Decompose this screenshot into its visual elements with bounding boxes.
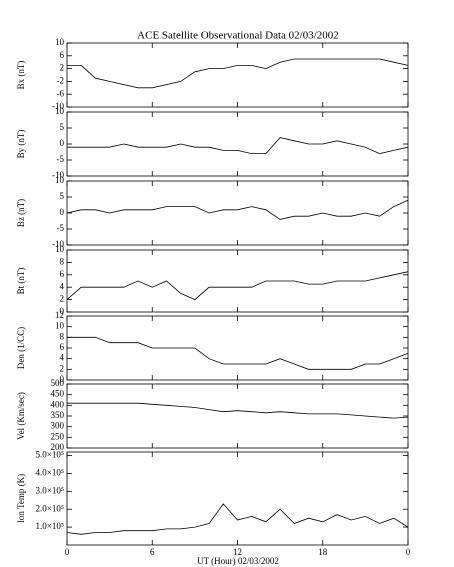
y-tick-label: -10 (52, 101, 64, 111)
y-tick-label: 5 (60, 191, 65, 201)
y-tick-label: 0 (60, 138, 65, 148)
panel-frame (66, 42, 409, 108)
x-tick-label: 0 (65, 547, 70, 557)
y-tick-label: 3.0×10⁵ (36, 485, 64, 495)
y-tick-label: -6 (57, 88, 65, 98)
y-tick-label: 5 (60, 122, 65, 132)
y-tick-label: 200 (51, 442, 65, 452)
y-tick-label: 6 (60, 342, 65, 352)
y-axis-label: Vel (Km/sec) (16, 392, 26, 440)
data-line (66, 271, 409, 301)
y-tick-label: 2.0×10⁵ (36, 503, 64, 513)
y-tick-label: 10 (55, 175, 65, 185)
y-tick-label: 4 (60, 353, 65, 363)
panel-frame (66, 180, 409, 246)
y-tick-label: 8 (60, 331, 65, 341)
y-tick-label: -5 (57, 223, 65, 233)
y-tick-label: 0 (60, 306, 65, 316)
y-axis-label: Bx (nT) (16, 61, 26, 90)
x-tick-label: 6 (150, 547, 155, 557)
y-tick-label: 300 (51, 421, 65, 431)
y-tick-label: 5.0×10⁵ (36, 450, 64, 460)
data-line (67, 402, 409, 419)
y-tick-label: 400 (51, 399, 65, 409)
x-tick-label: 18 (318, 547, 328, 557)
data-line (66, 199, 409, 220)
x-tick-label: 12 (233, 547, 242, 557)
y-tick-label: -5 (57, 154, 65, 164)
y-tick-label: 10 (55, 37, 65, 47)
data-line (67, 336, 409, 370)
data-line (66, 503, 409, 535)
y-tick-label: 350 (51, 410, 65, 420)
y-tick-label: 12 (55, 310, 64, 320)
y-tick-label: 2 (60, 294, 65, 304)
data-line (67, 137, 409, 155)
y-axis-label: Den (1/CC) (16, 327, 26, 369)
y-axis-label: Ion Temp (K) (16, 474, 26, 523)
y-tick-label: 500 (51, 378, 65, 388)
x-tick-label: 0 (406, 547, 411, 557)
y-axis-label: Bt (nT) (16, 268, 26, 295)
y-tick-label: 6 (60, 50, 65, 60)
y-tick-label: 10 (55, 244, 65, 254)
chart-title: ACE Satellite Observational Data 02/03/2… (137, 30, 339, 42)
panel-frame (66, 111, 409, 177)
y-tick-label: 4 (60, 281, 65, 291)
y-tick-label: 0 (60, 207, 65, 217)
x-axis-label: UT (Hour) 02/03/2002 (197, 556, 279, 566)
y-tick-label: -10 (52, 170, 64, 180)
y-tick-label: 450 (51, 389, 65, 399)
y-tick-label: 10 (55, 321, 65, 331)
panel-frame (66, 315, 409, 381)
y-axis-label: Bz (nT) (16, 199, 26, 227)
y-tick-label: 2 (60, 363, 65, 373)
y-tick-label: -10 (52, 239, 64, 249)
y-tick-label: 4.0×10⁵ (36, 468, 64, 478)
data-line (67, 58, 409, 89)
y-tick-label: 0 (60, 374, 65, 384)
y-tick-label: 6 (60, 269, 65, 279)
panel-frame (66, 383, 409, 449)
y-tick-label: -2 (57, 75, 65, 85)
y-tick-label: 250 (51, 431, 65, 441)
y-tick-label: 1.0×10⁵ (36, 521, 64, 531)
y-tick-label: 2 (60, 63, 65, 73)
y-tick-label: 10 (55, 106, 65, 116)
y-tick-label: 8 (60, 256, 65, 266)
y-axis-label: By (nT) (16, 130, 26, 159)
